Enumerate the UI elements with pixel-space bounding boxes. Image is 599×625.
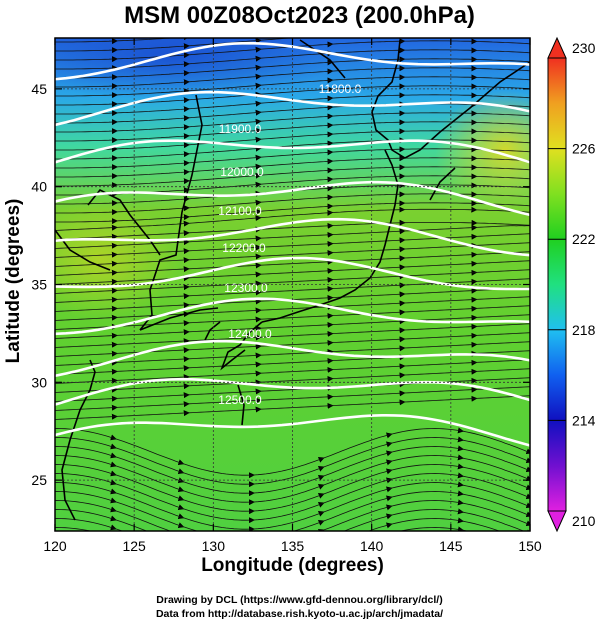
streamline: [55, 260, 530, 285]
colorbar-tick-label: 230: [572, 40, 596, 56]
height-contour: [55, 256, 530, 291]
wind-arrow: [321, 539, 324, 540]
colorbar: 210 214 218 222 226 230: [547, 36, 596, 533]
streamline: [55, 482, 530, 530]
map-title: MSM 00Z08Oct2023 (200.0hPa): [124, 2, 475, 29]
contour-label: 12400.0: [228, 327, 272, 341]
colorbar-tick-label: 226: [572, 141, 596, 157]
colorbar-gradient: [547, 57, 567, 512]
graticule: [55, 38, 530, 531]
height-contour: [55, 339, 530, 378]
geopotential-contours: [55, 41, 530, 447]
streamline: [55, 377, 530, 402]
streamline: [55, 464, 530, 512]
contour-label: 12100.0: [218, 204, 262, 218]
colorbar-tick-label: 210: [572, 513, 596, 529]
streamline: [55, 446, 530, 494]
map-plot-area: 11800.011900.012000.012100.012200.012300…: [31, 37, 542, 554]
height-contour: [55, 413, 530, 447]
y-tick-label: 35: [31, 277, 47, 293]
height-contour: [55, 377, 530, 406]
contour-label: 12000.0: [220, 165, 264, 179]
streamline: [55, 67, 530, 88]
y-axis-ticks: 25 30 35 40 45: [31, 81, 530, 488]
contour-label: 12300.0: [224, 281, 268, 295]
x-tick-label: 130: [202, 538, 226, 554]
y-axis-label: Latitude (degrees): [3, 198, 24, 364]
streamline: [55, 368, 530, 393]
height-contour: [55, 41, 530, 81]
streamline: [55, 269, 530, 294]
height-contour: [55, 90, 530, 127]
streamline: [55, 103, 530, 124]
x-tick-label: 150: [518, 538, 542, 554]
streamline: [55, 225, 530, 249]
y-tick-label: 45: [31, 81, 47, 97]
streamline: [55, 38, 177, 43]
height-contour: [55, 180, 530, 217]
wind-arrow: [181, 535, 184, 536]
credit-data: Data from http://database.rish.kyoto-u.a…: [155, 608, 444, 620]
wind-arrow: [389, 533, 392, 534]
colorbar-ticks: 210 214 218 222 226 230: [548, 40, 596, 529]
streamline: [55, 202, 530, 223]
colorbar-tick-label: 222: [572, 231, 596, 247]
streamline: [55, 139, 530, 160]
contour-label: 11900.0: [219, 122, 262, 136]
wind-arrow: [181, 553, 184, 554]
wind-arrow: [113, 537, 116, 538]
streamline: [55, 58, 530, 79]
height-contour: [55, 139, 530, 164]
wind-arrow: [321, 548, 324, 549]
streamline: [55, 233, 530, 258]
x-tick-label: 145: [439, 538, 463, 554]
streamline: [55, 428, 530, 476]
credit-drawing: Drawing by DCL (https://www.gfd-dennou.o…: [156, 594, 443, 606]
y-tick-label: 30: [31, 374, 47, 390]
contour-label: 12500.0: [218, 393, 262, 407]
x-axis-ticks: 120 125 130 135 140 145 150: [43, 38, 542, 554]
streamline: [55, 473, 530, 521]
streamline: [55, 527, 469, 531]
streamline: [55, 38, 296, 52]
y-tick-label: 40: [31, 179, 47, 195]
colorbar-tick-label: 214: [572, 412, 596, 428]
height-contour: [55, 297, 530, 336]
streamline: [55, 518, 501, 531]
x-axis-label: Longitude (degrees): [201, 555, 384, 576]
x-tick-label: 125: [122, 538, 146, 554]
wind-arrow: [181, 544, 184, 545]
height-contour: [55, 217, 530, 257]
colorbar-bottom-arrow: [547, 510, 567, 533]
streamline: [55, 455, 530, 503]
streamline: [55, 305, 530, 330]
y-tick-label: 25: [31, 472, 47, 488]
streamline: [55, 500, 530, 531]
wind-arrow: [525, 529, 530, 531]
x-tick-label: 120: [43, 538, 67, 554]
streamline: [55, 166, 530, 187]
warm-region-west: [55, 200, 180, 320]
streamline: [55, 130, 530, 151]
streamline: [55, 341, 530, 366]
streamline: [55, 332, 530, 357]
streamline: [55, 296, 530, 321]
colorbar-top-arrow: [547, 36, 567, 59]
streamline: [55, 437, 530, 485]
x-tick-label: 140: [360, 538, 384, 554]
x-tick-label: 135: [281, 538, 305, 554]
contour-label: 12200.0: [222, 241, 266, 255]
streamline: [55, 509, 525, 531]
colorbar-tick-label: 218: [572, 322, 596, 338]
